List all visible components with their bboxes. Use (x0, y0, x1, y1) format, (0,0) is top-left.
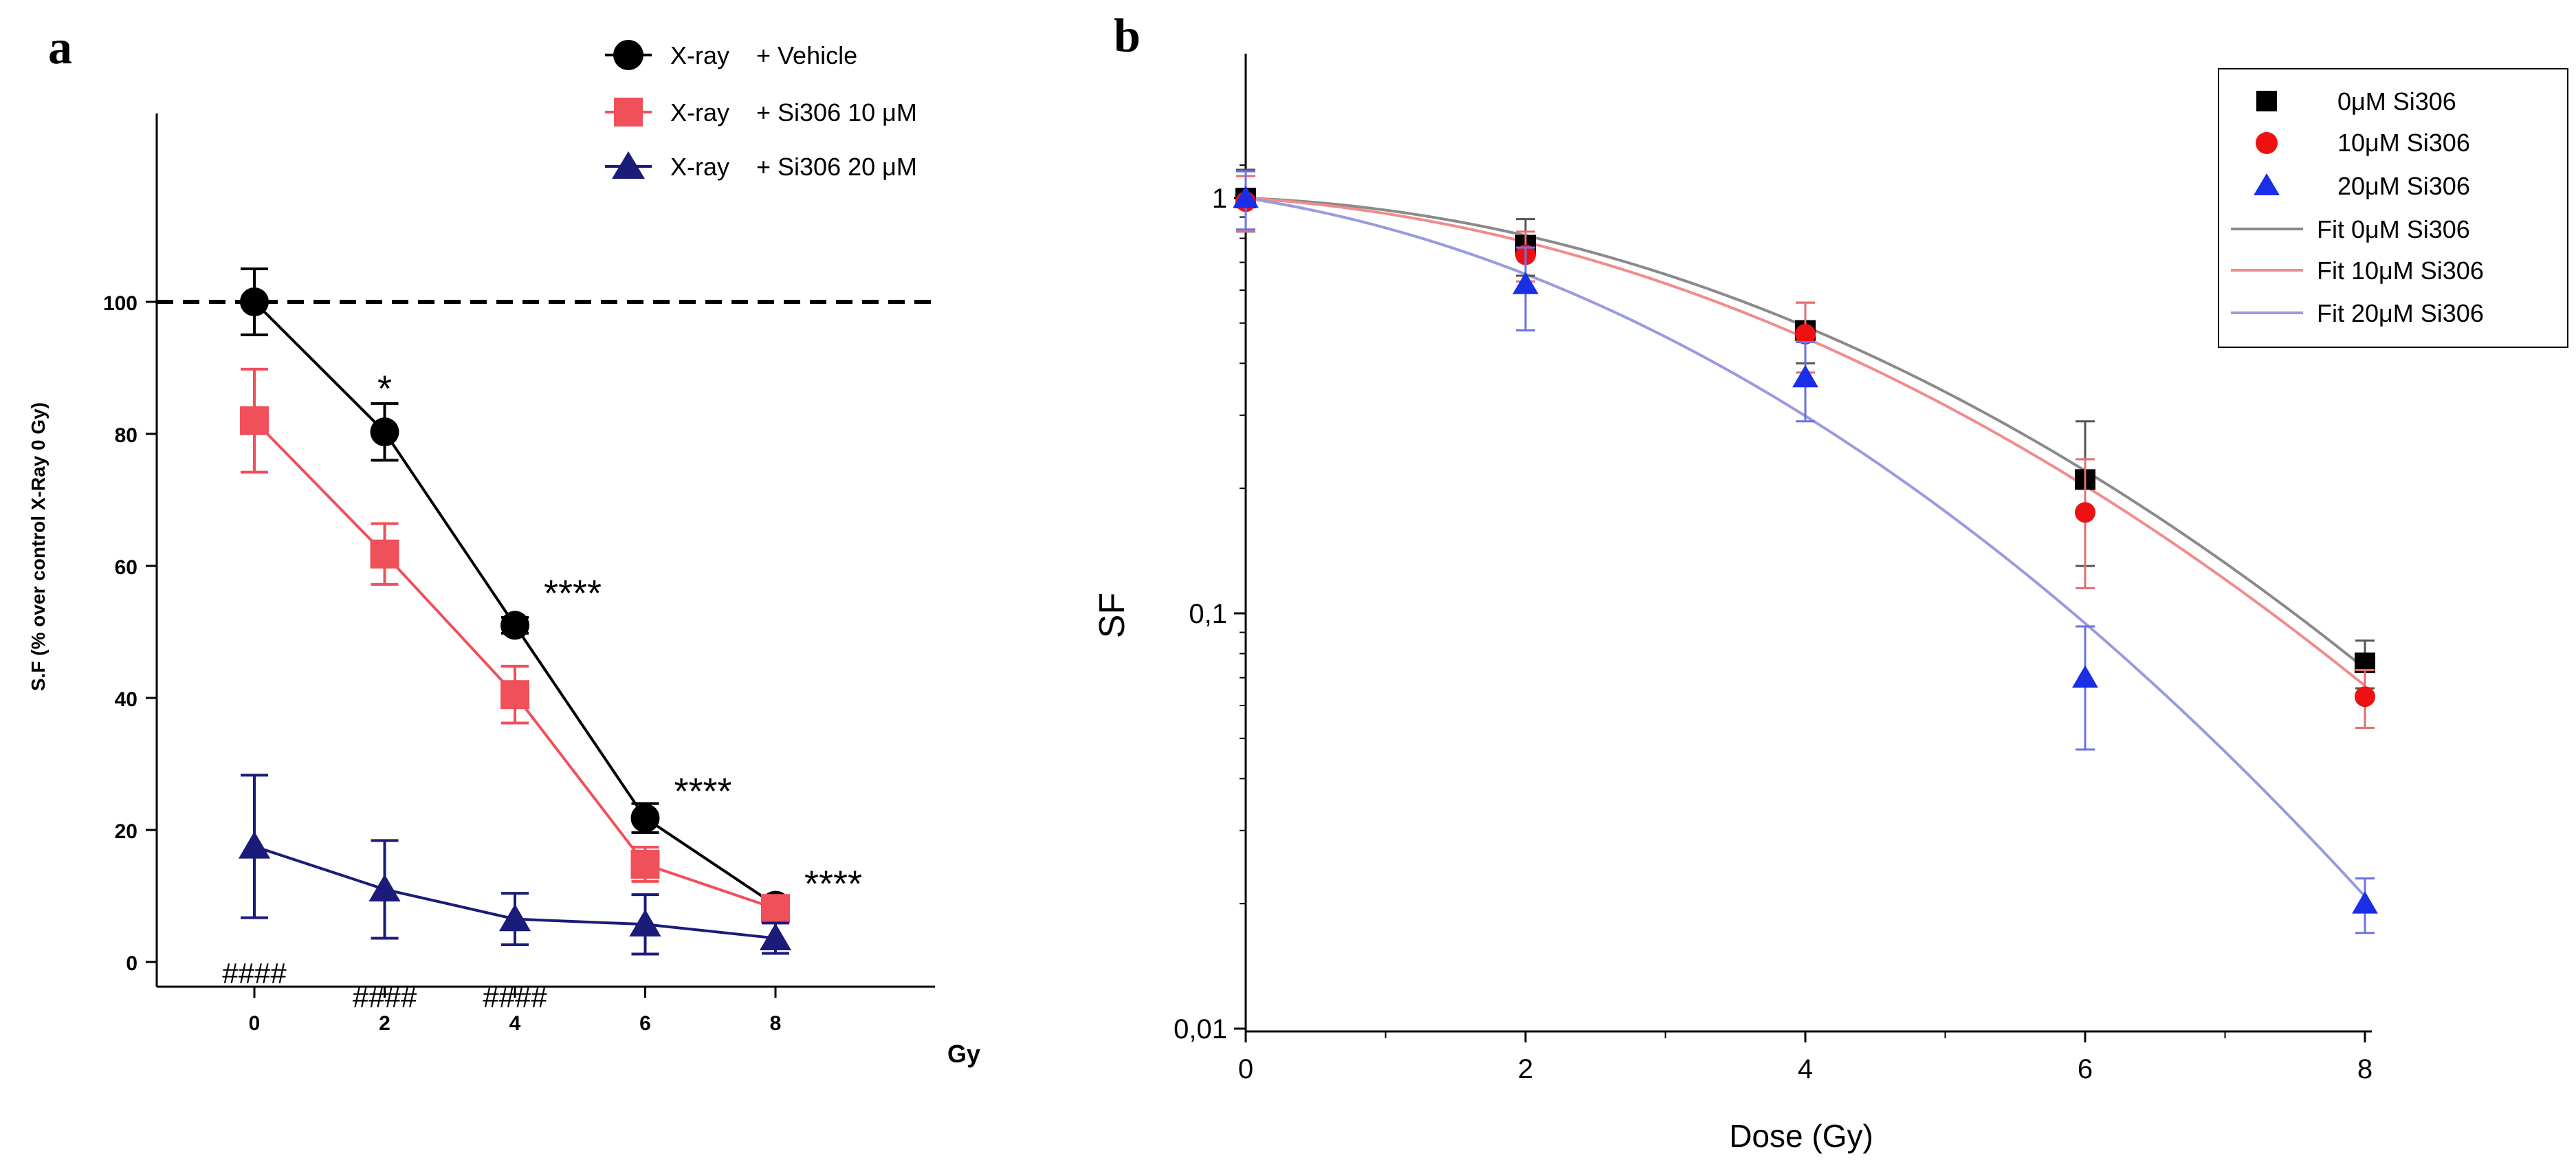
data-point (1512, 272, 1539, 294)
x-tick-label: 6 (639, 1012, 651, 1035)
hash-annotation: #### (222, 957, 287, 989)
legend-si306-10-prefix: X-ray (670, 98, 729, 127)
legend-fit-20um-label: Fit 20μM Si306 (2317, 299, 2484, 327)
legend-marker-triangle (612, 151, 645, 179)
y-tick-label: 20 (115, 820, 137, 843)
legend-vehicle-suffix: + Vehicle (756, 41, 857, 69)
significance-annotation: * (377, 368, 392, 409)
series-20μM Si306 (1233, 170, 2378, 934)
data-point (2355, 686, 2375, 708)
data-point (2352, 891, 2378, 914)
x-tick-label: 6 (2078, 1054, 2093, 1084)
data-point (2072, 665, 2098, 688)
hash-annotation: #### (353, 981, 417, 1014)
data-point (630, 803, 660, 833)
panel-a-label: a (48, 21, 72, 74)
data-point (238, 831, 271, 859)
x-tick-label: 2 (1518, 1054, 1533, 1084)
series-line (253, 419, 776, 910)
legend-20um-label: 20μM Si306 (2337, 172, 2470, 200)
panel-b-legend: 0μM Si306 10μM Si306 20μM Si306 Fit 0μM … (2218, 68, 2568, 348)
legend-item-fit-0um: Fit 0μM Si306 (2231, 215, 2470, 243)
data-point (240, 287, 269, 316)
legend-si306-20-suffix: + Si306 20 μM (756, 153, 917, 181)
significance-annotation: **** (674, 771, 732, 812)
data-point (370, 539, 399, 569)
panel-a-y-label: S.F (% over control X-Ray 0 Gy) (27, 402, 49, 691)
legend-fit-0um-label: Fit 0μM Si306 (2317, 215, 2470, 243)
panel-a: a 0 20 40 60 80 100 0 2 4 6 8 Gy S.F (% over cont… (27, 21, 980, 1068)
y-tick-label: 60 (115, 556, 137, 579)
data-point (500, 680, 529, 710)
data-point (1233, 186, 1259, 208)
series-si306_20 (238, 774, 792, 956)
panel-a-legend: X-ray + Vehicle X-ray + Si306 10 μM X-ra… (605, 40, 917, 181)
legend-si306-10-suffix: + Si306 10 μM (756, 98, 917, 127)
legend-marker-square (614, 98, 643, 127)
x-tick-label: 0 (1238, 1054, 1253, 1084)
data-point (370, 417, 399, 447)
x-tick-label: 8 (2357, 1054, 2373, 1084)
panel-a-x-label: Gy (947, 1040, 980, 1068)
panel-b: b 1 0,1 0,01 0 2 4 6 8 Dose (Gy) SF 0μM Si306 … (1092, 10, 2568, 1154)
legend-item-fit-10um: Fit 10μM Si306 (2231, 256, 2484, 285)
series-0μM Si306 (1235, 168, 2375, 690)
legend-marker-square (2256, 91, 2277, 111)
y-tick-label: 1 (1212, 184, 1227, 214)
x-tick-label: 0 (249, 1012, 261, 1035)
panel-b-legend-box (2218, 68, 2568, 348)
legend-item-20um: 20μM Si306 (2254, 172, 2470, 200)
data-point (2075, 502, 2095, 523)
fit-curve (1245, 197, 2366, 670)
series-10μM Si306 (1235, 175, 2375, 730)
legend-item-0um: 0μM Si306 (2256, 87, 2456, 116)
fit-curve (1245, 197, 2366, 687)
legend-vehicle-prefix: X-ray (670, 41, 729, 69)
data-point (1795, 324, 1816, 345)
panel-b-x-label: Dose (Gy) (1729, 1118, 1873, 1154)
y-tick-label: 80 (115, 424, 137, 447)
y-tick-label: 0,1 (1189, 599, 1227, 629)
legend-item-si306-20: X-ray + Si306 20 μM (605, 151, 917, 181)
legend-marker-circle (613, 40, 643, 70)
series-si306_10 (240, 367, 790, 923)
legend-10um-label: 10μM Si306 (2337, 129, 2470, 157)
series-line (253, 300, 777, 907)
legend-marker-circle (2256, 132, 2278, 154)
x-tick-label: 4 (1798, 1054, 1813, 1084)
significance-annotation: **** (804, 863, 862, 904)
x-tick-label: 2 (379, 1012, 390, 1035)
data-point (630, 849, 660, 879)
data-point (629, 909, 661, 937)
data-point (498, 904, 531, 932)
data-point (1792, 364, 1818, 388)
legend-item-10um: 10μM Si306 (2256, 129, 2470, 157)
legend-fit-10um-label: Fit 10μM Si306 (2317, 256, 2484, 285)
y-tick-label: 100 (103, 292, 137, 315)
legend-si306-20-prefix: X-ray (670, 153, 729, 181)
y-tick-label: 0 (126, 952, 137, 975)
y-tick-label: 0,01 (1174, 1014, 1227, 1044)
legend-item-fit-20um: Fit 20μM Si306 (2231, 299, 2484, 327)
legend-item-vehicle: X-ray + Vehicle (605, 40, 857, 70)
significance-annotation: **** (544, 573, 602, 614)
legend-0um-label: 0μM Si306 (2337, 87, 2456, 116)
hash-annotation: #### (483, 981, 547, 1014)
x-tick-label: 4 (509, 1012, 521, 1035)
data-point (759, 923, 792, 951)
data-point (761, 894, 790, 923)
data-point (500, 611, 529, 640)
panel-b-label: b (1114, 10, 1141, 63)
data-point (368, 874, 401, 901)
panel-b-y-label: SF (1092, 593, 1132, 638)
data-point (240, 406, 269, 435)
series-vehicle (240, 267, 790, 920)
y-tick-label: 40 (115, 688, 137, 711)
legend-item-si306-10: X-ray + Si306 10 μM (605, 98, 917, 127)
legend-marker-triangle (2254, 173, 2280, 195)
x-tick-label: 8 (770, 1012, 782, 1035)
